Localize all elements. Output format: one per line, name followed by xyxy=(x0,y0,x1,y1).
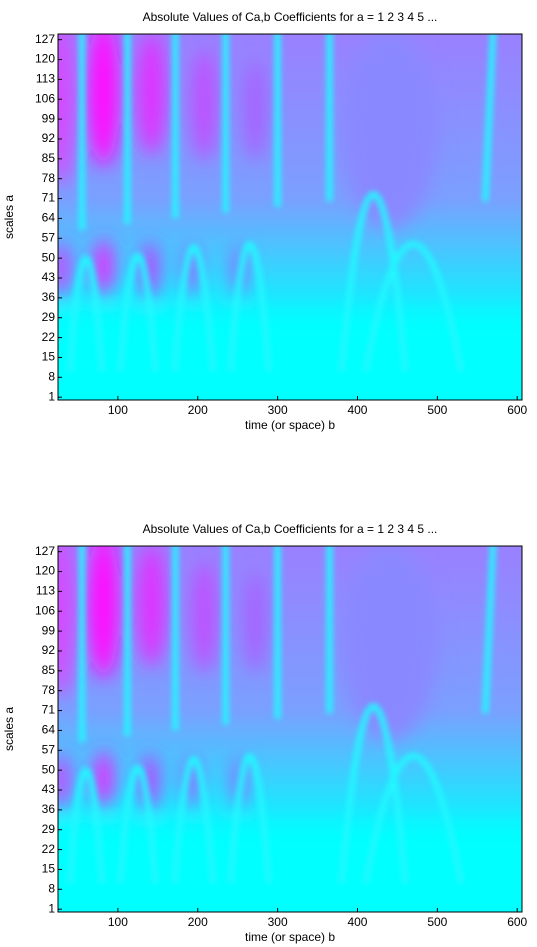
heatmap xyxy=(58,546,522,912)
heatmap-blob xyxy=(58,241,72,298)
y-tick-label: 22 xyxy=(42,330,56,344)
heatmap-blob xyxy=(87,546,120,679)
heatmap-arch xyxy=(338,191,409,372)
x-tick-label: 100 xyxy=(108,403,128,417)
heatmap-blob xyxy=(244,60,267,162)
heatmap-blob xyxy=(92,750,115,807)
heatmap-ridges xyxy=(66,34,497,373)
y-tick-label: 106 xyxy=(35,91,55,105)
x-tick-label: 200 xyxy=(188,403,208,417)
heatmap xyxy=(58,34,522,400)
y-tick-label: 127 xyxy=(35,32,55,46)
y-tick-label: 113 xyxy=(36,584,55,598)
y-tick-label: 36 xyxy=(42,802,56,816)
y-tick-label: 50 xyxy=(42,250,56,264)
heatmap-arch xyxy=(362,753,465,885)
heatmap-arch xyxy=(117,252,159,372)
heatmap-blob xyxy=(58,753,72,810)
heatmap-blob xyxy=(191,48,217,161)
plot-frame xyxy=(57,33,523,401)
y-tick-label: 120 xyxy=(35,52,55,66)
heatmap-blob xyxy=(244,572,267,674)
heatmap-blobs xyxy=(58,34,522,400)
y-tick-label: 50 xyxy=(42,762,56,776)
y-tick-label: 29 xyxy=(42,310,56,324)
heatmap-blob xyxy=(341,546,438,741)
heatmap-arch xyxy=(66,255,105,372)
heatmap-arch xyxy=(66,767,105,884)
y-tick-label: 71 xyxy=(42,703,56,717)
y-axis-label: scales a xyxy=(2,195,16,239)
y-tick-label: 29 xyxy=(42,822,56,836)
y-tick-label: 78 xyxy=(42,683,56,697)
x-tick-label: 200 xyxy=(188,915,208,929)
y-axis-label: scales a xyxy=(2,707,16,751)
x-tick-label: 400 xyxy=(347,915,367,929)
heatmap-ridges xyxy=(66,546,497,885)
heatmap-blob xyxy=(92,238,115,295)
y-tick-label: 1 xyxy=(48,901,55,915)
y-tick-label: 1 xyxy=(48,389,55,403)
heatmap-arch xyxy=(338,703,409,884)
heatmap-blob xyxy=(137,34,166,156)
y-tick-label: 8 xyxy=(48,881,55,895)
y-tick-label: 99 xyxy=(42,111,56,125)
heatmap-blob xyxy=(87,34,120,167)
y-tick-label: 113 xyxy=(36,72,55,86)
y-tick-label: 15 xyxy=(42,862,56,876)
y-tick-label: 106 xyxy=(35,603,55,617)
heatmap-low xyxy=(58,826,522,912)
x-tick-label: 500 xyxy=(427,915,447,929)
y-tick-label: 64 xyxy=(42,211,56,225)
y-tick-label: 43 xyxy=(42,270,56,284)
chart: Absolute Values of Ca,b Coefficients for… xyxy=(2,522,527,944)
heatmap-blob xyxy=(137,546,166,668)
x-tick-label: 600 xyxy=(507,915,527,929)
heatmap-arch xyxy=(227,753,272,884)
heatmap-blob xyxy=(58,34,74,187)
y-tick-label: 15 xyxy=(42,350,56,364)
chart-title: Absolute Values of Ca,b Coefficients for… xyxy=(143,522,438,536)
x-axis-label: time (or space) b xyxy=(245,930,335,944)
heatmap-blob xyxy=(341,34,438,229)
y-tick-label: 22 xyxy=(42,842,56,856)
y-tick-label: 120 xyxy=(35,564,55,578)
heatmap-blob xyxy=(191,560,217,673)
y-tick-label: 71 xyxy=(42,191,56,205)
y-tick-label: 8 xyxy=(48,369,55,383)
x-tick-label: 500 xyxy=(427,403,447,417)
chart: Absolute Values of Ca,b Coefficients for… xyxy=(2,10,527,432)
y-tick-label: 127 xyxy=(35,544,55,558)
y-tick-label: 64 xyxy=(42,723,56,737)
chart-title: Absolute Values of Ca,b Coefficients for… xyxy=(143,10,438,24)
x-tick-label: 300 xyxy=(268,403,288,417)
y-tick-label: 57 xyxy=(42,742,56,756)
heatmap-arch xyxy=(117,764,159,884)
y-tick-label: 92 xyxy=(42,643,56,657)
y-tick-label: 99 xyxy=(42,623,56,637)
heatmap-blob xyxy=(58,546,74,699)
x-tick-label: 600 xyxy=(507,403,527,417)
heatmap-ridge xyxy=(482,34,497,202)
heatmap-arch xyxy=(171,756,216,884)
heatmap-ridge xyxy=(482,546,497,714)
heatmap-arch xyxy=(171,244,216,372)
heatmap-low xyxy=(58,314,522,400)
y-tick-label: 85 xyxy=(42,151,56,165)
y-tick-label: 78 xyxy=(42,171,56,185)
y-tick-label: 36 xyxy=(42,290,56,304)
y-tick-label: 43 xyxy=(42,782,56,796)
x-axis-label: time (or space) b xyxy=(245,418,335,432)
x-tick-label: 300 xyxy=(268,915,288,929)
heatmap-arch xyxy=(227,241,272,372)
x-tick-label: 100 xyxy=(108,915,128,929)
y-tick-label: 85 xyxy=(42,663,56,677)
plot-frame xyxy=(57,545,523,913)
heatmap-arch xyxy=(362,241,465,373)
y-tick-label: 92 xyxy=(42,131,56,145)
y-tick-label: 57 xyxy=(42,230,56,244)
x-tick-label: 400 xyxy=(347,403,367,417)
